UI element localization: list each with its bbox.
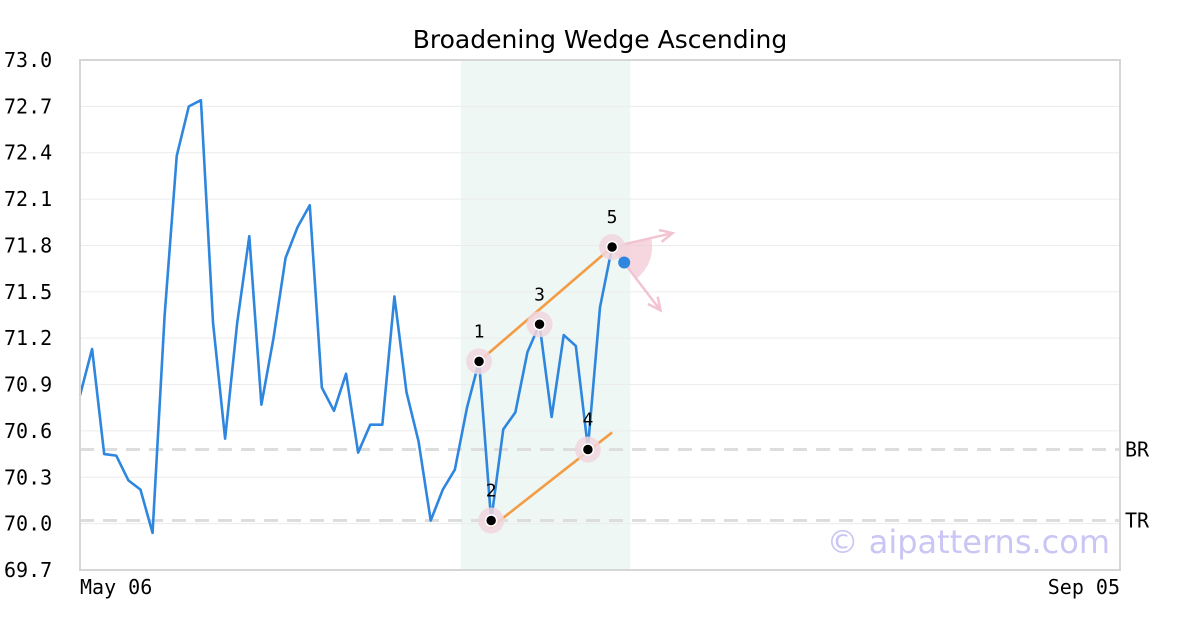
pattern-point bbox=[581, 443, 595, 456]
y-tick-label: 70.3 bbox=[4, 465, 52, 489]
y-tick-label: 73.0 bbox=[4, 48, 52, 72]
current-price-dot bbox=[618, 256, 631, 269]
y-tick-label: 69.7 bbox=[4, 558, 52, 582]
y-tick-label: 71.5 bbox=[4, 280, 52, 304]
y-axis: 73.0 72.7 72.4 72.1 71.8 71.5 71.2 70.9 70.6 70.3… bbox=[4, 48, 52, 582]
y-tick-label: 70.9 bbox=[4, 373, 52, 397]
pattern-point-label: 1 bbox=[474, 321, 485, 342]
projection-arrow-down-head bbox=[647, 296, 663, 313]
grid bbox=[80, 59, 1120, 571]
x-tick-label: May 06 bbox=[80, 575, 152, 599]
y-tick-label: 72.7 bbox=[4, 94, 52, 118]
pattern-point bbox=[605, 240, 619, 254]
price-line bbox=[78, 98, 626, 535]
pattern-point-label: 2 bbox=[486, 481, 497, 502]
y-tick-label: 71.2 bbox=[4, 326, 52, 350]
x-tick-label: Sep 05 bbox=[1048, 575, 1120, 599]
reference-label: TR bbox=[1125, 509, 1150, 533]
reference-label: BR bbox=[1125, 437, 1150, 461]
pattern-point bbox=[484, 514, 498, 527]
watermark: © aipatterns.com bbox=[827, 523, 1110, 561]
y-tick-label: 70.0 bbox=[4, 512, 52, 536]
projection-arrow-up-head bbox=[658, 228, 676, 243]
y-tick-label: 70.6 bbox=[4, 419, 52, 443]
y-tick-label: 72.4 bbox=[4, 141, 52, 165]
pattern-point-label: 4 bbox=[582, 409, 593, 430]
y-tick-label: 71.8 bbox=[4, 233, 52, 257]
y-tick-label: 72.1 bbox=[4, 187, 52, 211]
projection-arrow-down bbox=[611, 246, 662, 312]
pattern-point-label: 3 bbox=[534, 284, 545, 305]
pattern-point bbox=[472, 355, 486, 368]
plot-frame bbox=[79, 59, 1121, 571]
pattern-points: 1 2 3 4 5 bbox=[466, 207, 626, 534]
pattern-point bbox=[533, 318, 546, 331]
chart-title: Broadening Wedge Ascending bbox=[413, 25, 788, 54]
pattern-point-label: 5 bbox=[607, 207, 618, 228]
trend-line bbox=[478, 246, 613, 363]
